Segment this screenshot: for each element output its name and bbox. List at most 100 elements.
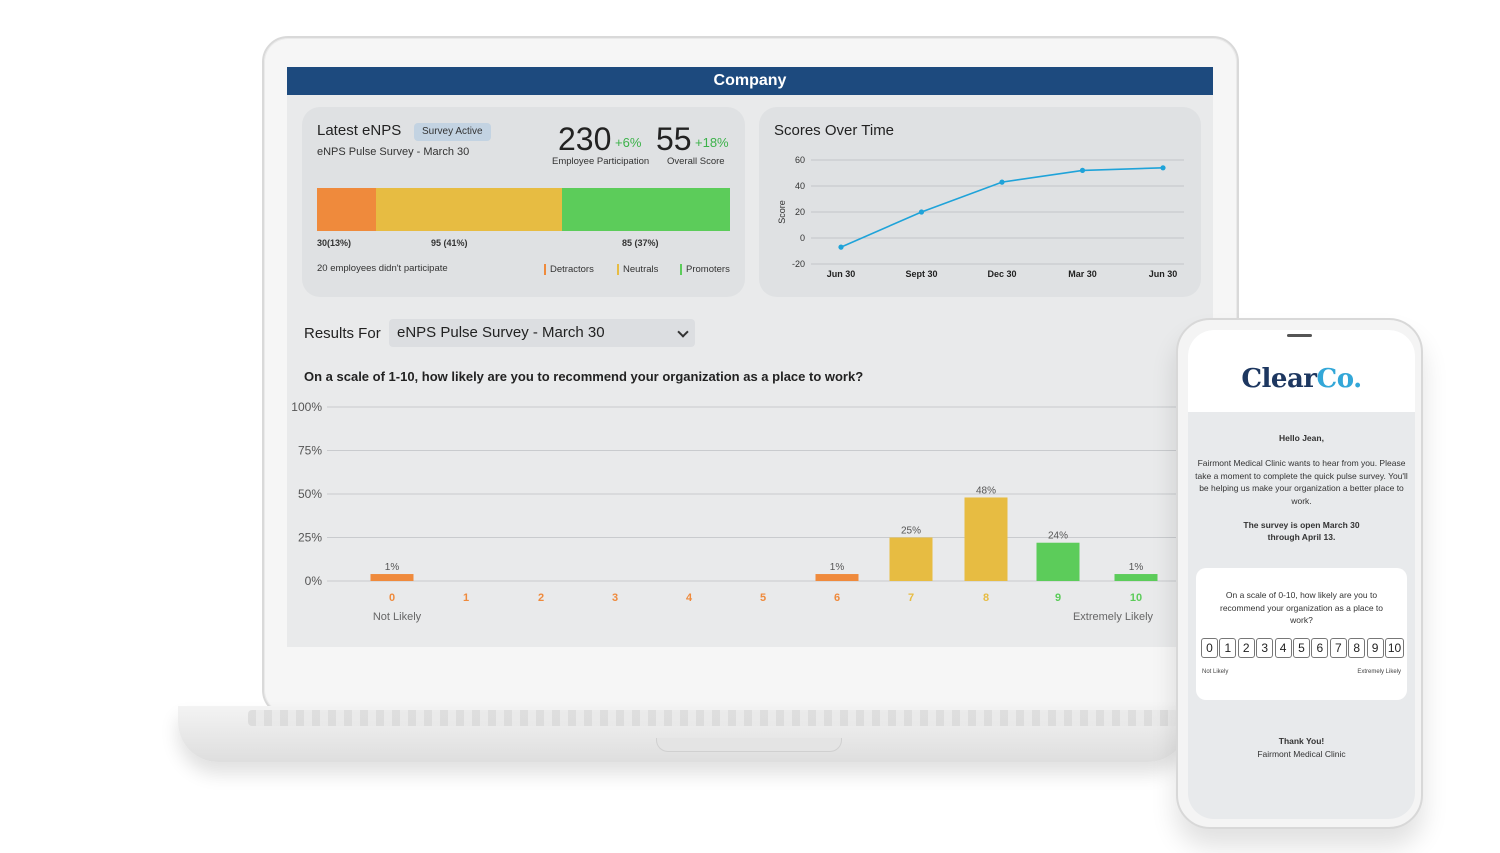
bar-x-tick: 7	[908, 592, 914, 604]
survey-select-dropdown[interactable]: eNPS Pulse Survey - March 30	[389, 319, 695, 347]
bar-y-tick: 0%	[305, 574, 323, 588]
participation-label: Employee Participation	[552, 156, 650, 167]
bar-x-tick: 2	[538, 592, 544, 604]
legend-detractors: Detractors	[544, 264, 594, 275]
laptop-keyboard	[248, 710, 1178, 726]
phone-frame: ClearCo. Hello Jean, Fairmont Medical Cl…	[1176, 318, 1423, 829]
bar-x-tick: 0	[389, 592, 395, 604]
line-y-tick: 20	[795, 207, 805, 217]
score-option-0[interactable]: 0	[1201, 638, 1218, 658]
phone-survey-card: On a scale of 0-10, how likely are you t…	[1196, 568, 1407, 700]
bar-value-label: 1%	[830, 562, 845, 573]
line-x-tick: Dec 30	[987, 269, 1016, 279]
bar-score-6	[815, 574, 859, 581]
bar-value-label: 25%	[901, 526, 921, 537]
neutrals-segment	[376, 188, 563, 231]
bar-y-tick: 75%	[298, 444, 322, 458]
bar-score-9	[1036, 542, 1080, 581]
line-y-tick: 0	[800, 233, 805, 243]
latest-enps-card: Latest eNPS Survey Active eNPS Pulse Sur…	[302, 107, 745, 297]
line-x-tick: Sept 30	[905, 269, 937, 279]
enps-breakdown-bar	[317, 188, 730, 231]
bar-x-tick: 6	[834, 592, 840, 604]
detractors-segment	[317, 188, 376, 231]
line-x-tick: Mar 30	[1068, 269, 1097, 279]
bar-y-tick: 100%	[291, 400, 322, 414]
survey-select-value: eNPS Pulse Survey - March 30	[397, 324, 605, 341]
line-x-tick: Jun 30	[1149, 269, 1178, 279]
score-option-8[interactable]: 8	[1348, 638, 1366, 658]
line-y-axis-label: Score	[777, 200, 787, 224]
score-selector: 0 1 2 3 4 5 6 7 8 9 10	[1201, 638, 1404, 658]
chevron-down-icon	[677, 326, 689, 338]
bar-x-tick: 3	[612, 592, 618, 604]
latest-enps-title: Latest eNPS	[317, 122, 402, 139]
scores-line-chart: 60 40 20 0 -20 Score Jun 30 Sept 30 Dec 30 Mar 30…	[777, 155, 1184, 279]
bar-value-label: 1%	[1129, 562, 1144, 573]
detractors-count: 30(13%)	[317, 238, 352, 248]
bar-value-label: 1%	[385, 562, 400, 573]
phone-org-name: Fairmont Medical Clinic	[1257, 749, 1346, 759]
promoters-count: 85 (37%)	[622, 238, 659, 248]
company-header: Company	[287, 67, 1213, 95]
survey-status-badge: Survey Active	[414, 123, 491, 141]
phone-not-likely-label: Not Likely	[1202, 669, 1229, 675]
phone-email-header: ClearCo.	[1188, 330, 1415, 412]
bar-value-label: 48%	[976, 485, 996, 496]
line-y-tick: 60	[795, 155, 805, 165]
overall-score-change: +18%	[695, 135, 729, 150]
bar-score-0	[370, 574, 414, 581]
email-message: Fairmont Medical Clinic wants to hear fr…	[1195, 458, 1408, 506]
score-option-4[interactable]: 4	[1274, 638, 1292, 658]
phone-speaker	[1287, 334, 1312, 337]
bar-x-tick: 5	[760, 592, 766, 604]
non-participants-note: 20 employees didn't participate	[317, 263, 448, 274]
dashboard-screen: Company Latest eNPS Survey Active eNPS P…	[287, 67, 1213, 647]
clearco-logo: ClearCo.	[1241, 364, 1362, 394]
score-point	[1079, 167, 1086, 173]
bar-score-8	[964, 497, 1008, 581]
scores-over-time-title: Scores Over Time	[774, 122, 895, 139]
line-y-tick: -20	[792, 259, 805, 269]
line-y-tick: 40	[795, 181, 805, 191]
score-option-10[interactable]: 10	[1385, 638, 1404, 658]
overall-score-value: 55	[656, 121, 692, 157]
legend-promoters: Promoters	[680, 264, 730, 275]
score-option-1[interactable]: 1	[1219, 638, 1237, 658]
neutrals-count: 95 (41%)	[431, 238, 468, 248]
score-option-3[interactable]: 3	[1256, 638, 1274, 658]
email-greeting: Hello Jean,	[1279, 433, 1324, 443]
score-point	[918, 209, 925, 215]
score-point	[1160, 165, 1166, 171]
bar-score-7	[889, 537, 933, 581]
phone-extremely-likely-label: Extremely Likely	[1357, 669, 1401, 675]
phone-survey-question: On a scale of 0-10, how likely are you t…	[1219, 590, 1383, 625]
survey-open-line2: through April 13.	[1267, 532, 1336, 542]
overall-score-label: Overall Score	[667, 156, 725, 167]
participation-change: +6%	[615, 135, 642, 150]
not-likely-label: Not Likely	[373, 611, 422, 623]
results-bar-chart: 100% 75% 50% 25% 0% 1% 0 1 2 3 4 5 1% 6 25% 7 48% 8 24% 9 1%…	[291, 400, 1213, 623]
scores-over-time-card: Scores Over Time 60 40 20 0 -20 Score Jun 30 Se…	[759, 107, 1201, 297]
score-option-5[interactable]: 5	[1293, 638, 1310, 658]
bar-x-tick: 4	[686, 592, 693, 604]
score-point	[838, 244, 844, 250]
score-option-2[interactable]: 2	[1237, 638, 1255, 658]
score-option-6[interactable]: 6	[1311, 638, 1329, 658]
bar-x-tick: 1	[463, 592, 469, 604]
bar-x-tick: 8	[983, 592, 989, 604]
promoters-segment	[562, 188, 730, 231]
legend-neutrals: Neutrals	[617, 264, 658, 275]
phone-screen: ClearCo. Hello Jean, Fairmont Medical Cl…	[1188, 330, 1415, 819]
survey-open-line1: The survey is open March 30	[1243, 520, 1360, 530]
results-question: On a scale of 1-10, how likely are you t…	[304, 369, 864, 384]
score-point	[999, 179, 1005, 185]
survey-name: eNPS Pulse Survey - March 30	[317, 146, 470, 158]
score-option-9[interactable]: 9	[1366, 638, 1384, 658]
results-for-label: Results For	[304, 325, 381, 342]
bar-value-label: 24%	[1048, 531, 1068, 542]
bar-x-tick: 10	[1130, 592, 1142, 604]
bar-y-tick: 50%	[298, 487, 322, 501]
score-option-7[interactable]: 7	[1329, 638, 1347, 658]
thank-you-text: Thank You!	[1278, 736, 1325, 746]
